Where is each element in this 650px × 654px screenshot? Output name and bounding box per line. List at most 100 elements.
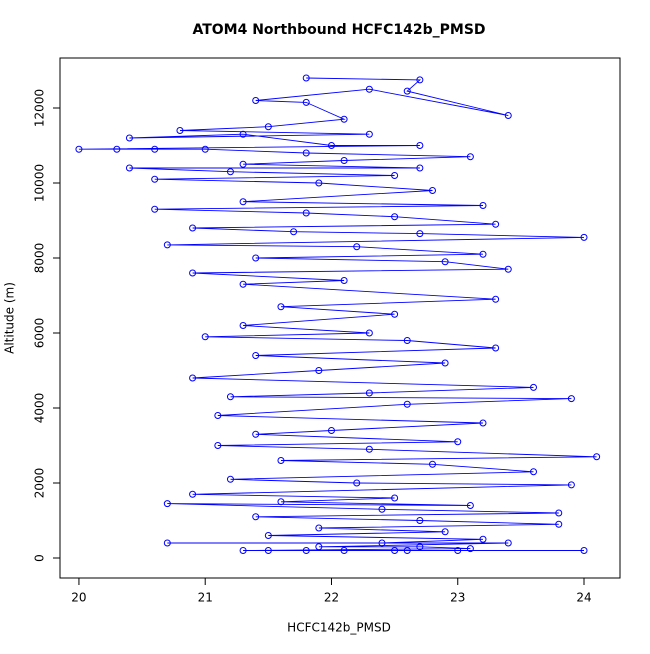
data-point <box>340 156 348 164</box>
data-point <box>492 344 500 352</box>
data-point <box>479 419 487 427</box>
data-point <box>403 400 411 408</box>
data-point <box>555 520 563 528</box>
data-point <box>365 389 373 397</box>
data-point <box>151 145 159 153</box>
data-point <box>189 224 197 232</box>
data-point <box>302 149 310 157</box>
data-point <box>479 201 487 209</box>
data-point <box>125 164 133 172</box>
y-tick-label: 2000 <box>33 468 47 499</box>
data-point <box>492 220 500 228</box>
data-point <box>441 258 449 266</box>
data-point <box>567 395 575 403</box>
data-point <box>201 145 209 153</box>
data-point <box>302 74 310 82</box>
data-point <box>189 490 197 498</box>
data-point <box>302 209 310 217</box>
data-point <box>239 160 247 168</box>
data-point <box>226 393 234 401</box>
data-point <box>252 254 260 262</box>
data-point <box>580 233 588 241</box>
data-point <box>416 517 424 525</box>
data-point <box>441 359 449 367</box>
data-point <box>466 502 474 510</box>
data-point <box>428 460 436 468</box>
data-point <box>226 475 234 483</box>
data-point <box>416 141 424 149</box>
data-point <box>239 130 247 138</box>
data-point <box>340 276 348 284</box>
data-point <box>416 230 424 238</box>
data-point <box>365 445 373 453</box>
data-point <box>252 96 260 104</box>
data-point <box>353 243 361 251</box>
data-point <box>277 498 285 506</box>
data-point <box>441 528 449 536</box>
data-point <box>163 241 171 249</box>
data-point <box>428 186 436 194</box>
data-point <box>239 322 247 330</box>
data-point <box>302 547 310 555</box>
data-point <box>239 547 247 555</box>
y-tick-label: 10000 <box>33 164 47 202</box>
data-point <box>264 123 272 131</box>
data-point <box>252 430 260 438</box>
data-point <box>125 134 133 142</box>
data-point <box>567 481 575 489</box>
data-point <box>264 547 272 555</box>
data-point <box>504 111 512 119</box>
data-point <box>593 453 601 461</box>
x-tick-label: 24 <box>576 591 591 605</box>
data-point <box>416 543 424 551</box>
y-tick-label: 12000 <box>33 89 47 127</box>
data-point <box>479 250 487 258</box>
x-tick-label: 23 <box>450 591 465 605</box>
data-point <box>277 457 285 465</box>
data-point <box>530 383 538 391</box>
data-point <box>391 213 399 221</box>
data-point <box>378 505 386 513</box>
data-point <box>239 280 247 288</box>
data-point <box>365 130 373 138</box>
y-tick-label: 6000 <box>33 318 47 349</box>
data-point <box>391 171 399 179</box>
x-axis-label: HCFC142b_PMSD <box>287 621 391 635</box>
data-point <box>214 412 222 420</box>
data-point <box>466 153 474 161</box>
data-point <box>378 539 386 547</box>
data-point <box>530 468 538 476</box>
data-point <box>75 145 83 153</box>
data-point <box>365 85 373 93</box>
data-point <box>302 98 310 106</box>
data-point <box>403 337 411 345</box>
data-point <box>277 303 285 311</box>
data-point <box>214 442 222 450</box>
data-point <box>327 141 335 149</box>
data-point <box>391 547 399 555</box>
data-point <box>163 539 171 547</box>
data-point <box>252 513 260 521</box>
data-point <box>504 539 512 547</box>
data-point <box>466 545 474 553</box>
data-point <box>151 205 159 213</box>
data-point <box>226 168 234 176</box>
data-point <box>504 265 512 273</box>
data-point <box>176 126 184 134</box>
data-point <box>189 374 197 382</box>
y-tick-label: 8000 <box>33 243 47 274</box>
data-point <box>113 145 121 153</box>
data-point <box>315 179 323 187</box>
data-point <box>492 295 500 303</box>
data-point <box>403 87 411 95</box>
chart-title: ATOM4 Northbound HCFC142b_PMSD <box>192 22 485 38</box>
data-point <box>239 198 247 206</box>
data-point <box>454 438 462 446</box>
data-point <box>163 500 171 508</box>
data-point <box>416 76 424 84</box>
data-point <box>454 547 462 555</box>
data-line <box>78 77 597 551</box>
y-tick-label: 4000 <box>33 393 47 424</box>
